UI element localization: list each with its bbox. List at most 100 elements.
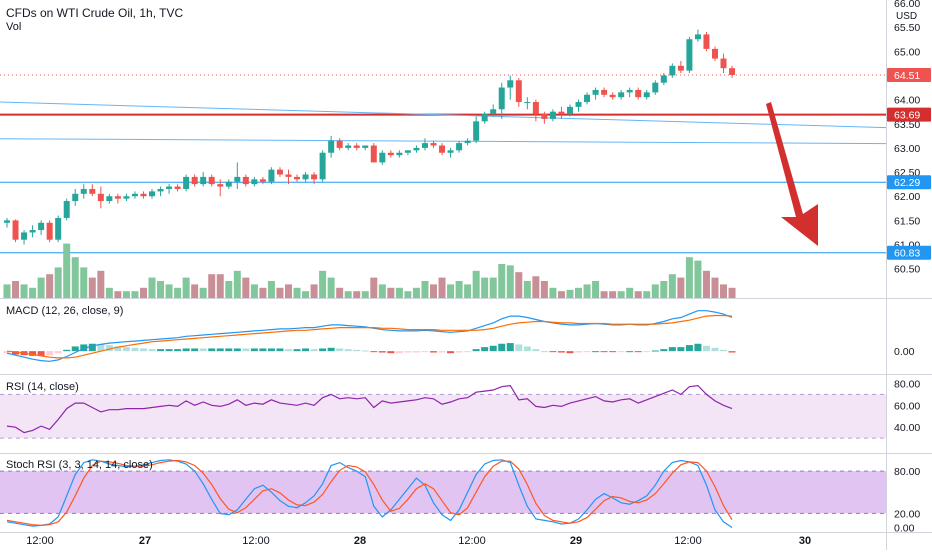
volume-bar <box>634 291 642 298</box>
volume-bar <box>114 291 122 298</box>
macd-histogram-bar <box>540 351 548 353</box>
macd-histogram-bar <box>114 346 122 352</box>
macd-histogram-bar <box>327 347 335 352</box>
macd-histogram-bar <box>122 347 130 352</box>
candle-body <box>404 150 411 153</box>
candle-body <box>106 196 113 202</box>
price-tick-label: 63.00 <box>894 143 920 155</box>
volume-bar <box>532 276 540 298</box>
candle-body <box>729 68 736 75</box>
macd-histogram-bar <box>250 348 258 352</box>
candle-body <box>643 92 650 98</box>
x-axis-tick-label: 27 <box>139 535 151 547</box>
macd-histogram-bar <box>609 351 617 353</box>
volume-bar <box>711 277 719 298</box>
volume-bar <box>105 287 113 298</box>
volume-bar <box>293 287 301 298</box>
candle-body <box>464 140 471 144</box>
volume-bar <box>421 281 429 298</box>
volume-bar <box>592 281 600 298</box>
volume-bar <box>20 284 28 298</box>
x-axis-tick-label: 29 <box>570 535 582 547</box>
volume-bar <box>139 287 147 298</box>
macd-histogram-bar <box>46 351 54 356</box>
x-axis-tick-label: 12:00 <box>458 535 486 547</box>
volume-bar <box>370 277 378 298</box>
macd-histogram-bar <box>677 347 685 352</box>
macd-histogram-bar <box>626 351 634 353</box>
macd-histogram-bar <box>472 349 480 352</box>
macd-histogram-bar <box>711 347 719 352</box>
candle-body <box>123 196 130 199</box>
volume-bar <box>651 284 659 298</box>
candle-body <box>311 174 318 180</box>
candle-body <box>55 217 62 240</box>
volume-bar <box>643 291 651 298</box>
candle-body <box>225 181 232 187</box>
level-price-tag-bg <box>887 175 931 190</box>
volume-bar <box>617 291 625 298</box>
candle-body <box>319 152 326 180</box>
macd-histogram-bar <box>88 343 96 352</box>
stoch-rsi-label: Stoch RSI (3, 3, 14, 14, close) <box>6 459 153 471</box>
volume-bar <box>720 284 728 298</box>
macd-histogram-bar <box>617 351 625 353</box>
volume-bar <box>46 274 54 298</box>
candle-body <box>38 222 45 231</box>
volume-bar <box>191 284 199 298</box>
volume-bar <box>668 274 676 298</box>
trend-line <box>0 138 887 145</box>
candle-body <box>396 152 403 156</box>
macd-histogram-bar <box>575 351 583 353</box>
macd-histogram-bar <box>29 351 37 356</box>
candle-body <box>276 169 283 175</box>
volume-bar <box>242 277 250 298</box>
volume-bar <box>685 257 693 298</box>
macd-histogram-bar <box>720 349 728 352</box>
volume-bar <box>566 289 574 298</box>
candle-body <box>515 80 522 103</box>
macd-histogram-bar <box>276 348 284 352</box>
candle-body <box>456 143 463 151</box>
level-price-tag-bg <box>887 107 931 122</box>
macd-histogram-bar <box>489 345 497 352</box>
macd-histogram-bar <box>242 348 250 352</box>
macd-histogram-bar <box>37 351 45 356</box>
currency-label: USD <box>896 11 918 22</box>
volume-bar <box>71 257 79 298</box>
macd-histogram-bar <box>421 351 429 353</box>
stoch-tick-label: 80.00 <box>894 466 920 478</box>
volume-bar <box>506 265 514 298</box>
level-price-tag: 60.83 <box>894 248 920 260</box>
volume-bar <box>600 291 608 298</box>
candle-body <box>328 140 335 153</box>
volume-bar <box>694 260 702 298</box>
rsi-band <box>0 394 886 439</box>
candle-body <box>97 193 104 202</box>
volume-bar <box>3 284 11 298</box>
candle-body <box>481 114 488 122</box>
candle-body <box>353 145 360 148</box>
volume-bar <box>677 277 685 298</box>
macd-histogram-bar <box>694 343 702 352</box>
macd-histogram-bar <box>361 350 369 352</box>
volume-label: Vol <box>6 21 22 33</box>
macd-histogram-bar <box>702 345 710 352</box>
macd-histogram-bar <box>728 351 736 353</box>
macd-histogram-bar <box>182 348 190 352</box>
macd-histogram-bar <box>430 351 437 353</box>
candle-body <box>242 176 249 185</box>
macd-histogram-bar <box>105 345 113 352</box>
macd-histogram-bar <box>566 351 574 354</box>
macd-histogram-bar <box>199 348 207 352</box>
price-tick-label: 65.00 <box>894 46 920 58</box>
candle-body <box>379 152 386 163</box>
candle-body <box>694 34 701 40</box>
macd-histogram-bar <box>216 348 224 352</box>
candle-body <box>447 150 454 153</box>
macd-histogram-bar <box>600 351 608 353</box>
volume-bar <box>395 287 403 298</box>
volume-bar <box>29 287 37 298</box>
candle-body <box>584 94 591 103</box>
candle-body <box>677 65 684 71</box>
